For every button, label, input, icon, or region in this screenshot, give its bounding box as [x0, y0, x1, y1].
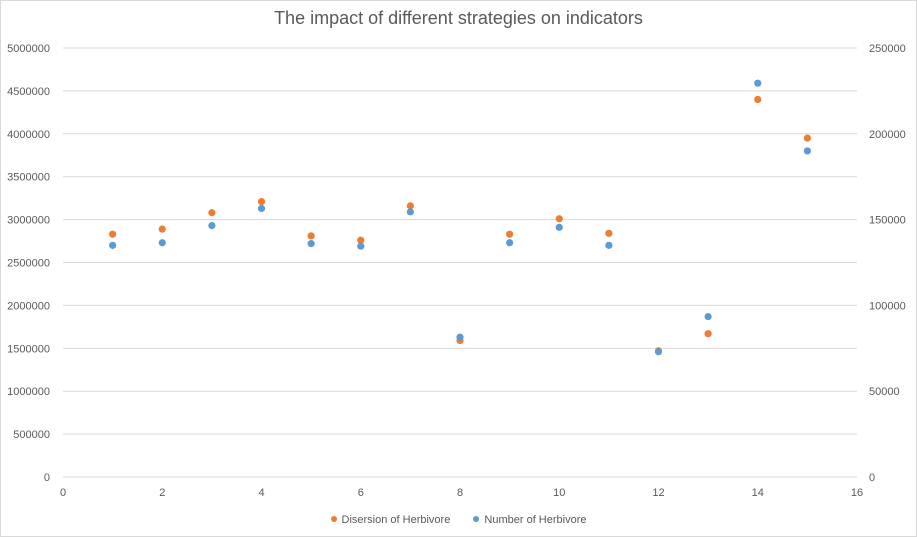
data-point-number [654, 348, 663, 356]
x-tick-label: 6 [358, 487, 364, 499]
x-tick-label: 2 [159, 487, 165, 499]
x-tick-label: 12 [652, 487, 664, 499]
y-left-tick-label: 0 [44, 472, 50, 484]
data-point-disersion [257, 197, 266, 206]
data-point-disersion [555, 215, 563, 223]
data-point-number [704, 312, 712, 321]
y-left-tick-label: 5000000 [7, 43, 50, 55]
data-point-disersion [109, 230, 117, 238]
data-point-number [257, 204, 266, 213]
data-point-disersion [754, 95, 762, 104]
x-tick-label: 16 [851, 487, 863, 499]
y-left-tick-label: 500000 [13, 429, 50, 441]
y-right-tick-label: 100000 [869, 300, 906, 312]
data-point-number [506, 239, 514, 247]
y-right-tick-label: 0 [869, 472, 875, 484]
data-point-disersion [506, 230, 514, 238]
y-right-tick-label: 250000 [869, 43, 906, 55]
legend-marker-disersion [330, 516, 337, 522]
data-point-disersion [704, 330, 712, 338]
legend-label-disersion: Disersion of Herbivore [341, 514, 451, 526]
y-left-tick-label: 4500000 [7, 86, 50, 98]
data-point-number [158, 239, 166, 247]
x-tick-label: 10 [553, 487, 565, 499]
data-point-disersion [803, 134, 811, 142]
data-point-disersion [406, 202, 414, 210]
y-left-tick-label: 3500000 [7, 172, 50, 184]
data-point-number [605, 241, 613, 249]
legend-item-number: Number of Herbivore [473, 514, 586, 526]
x-tick-label: 8 [457, 487, 463, 499]
x-tick-label: 14 [752, 487, 764, 499]
legend: Disersion of Herbivore Number of Herbivo… [0, 514, 917, 526]
data-point-disersion [605, 229, 613, 237]
y-left-tick-label: 4000000 [7, 129, 50, 141]
data-point-number [555, 223, 563, 231]
data-point-number [357, 242, 365, 250]
y-right-tick-label: 50000 [869, 386, 900, 398]
y-left-tick-label: 3000000 [7, 215, 50, 227]
x-tick-label: 0 [60, 487, 66, 499]
data-point-disersion [307, 232, 315, 240]
y-left-tick-label: 1000000 [7, 386, 50, 398]
data-point-number [754, 79, 762, 87]
y-left-tick-label: 2500000 [7, 258, 50, 270]
y-left-tick-label: 1500000 [7, 343, 50, 355]
data-point-disersion [158, 225, 166, 233]
legend-label-number: Number of Herbivore [484, 514, 587, 526]
y-right-tick-label: 150000 [869, 215, 906, 227]
y-right-tick-label: 200000 [869, 129, 906, 141]
data-point-number [456, 333, 464, 341]
chart-title: The impact of different strategies on in… [274, 8, 643, 28]
y-left-tick-label: 2000000 [7, 300, 50, 312]
data-point-number [307, 240, 315, 248]
x-tick-label: 4 [258, 487, 264, 499]
data-point-number [109, 241, 117, 249]
data-point-disersion [357, 236, 365, 244]
data-point-number [803, 147, 811, 155]
data-point-number [208, 222, 216, 230]
legend-marker-number [473, 516, 480, 522]
legend-item-disersion: Disersion of Herbivore [330, 514, 451, 526]
data-point-number [406, 208, 414, 216]
data-point-disersion [208, 209, 216, 217]
